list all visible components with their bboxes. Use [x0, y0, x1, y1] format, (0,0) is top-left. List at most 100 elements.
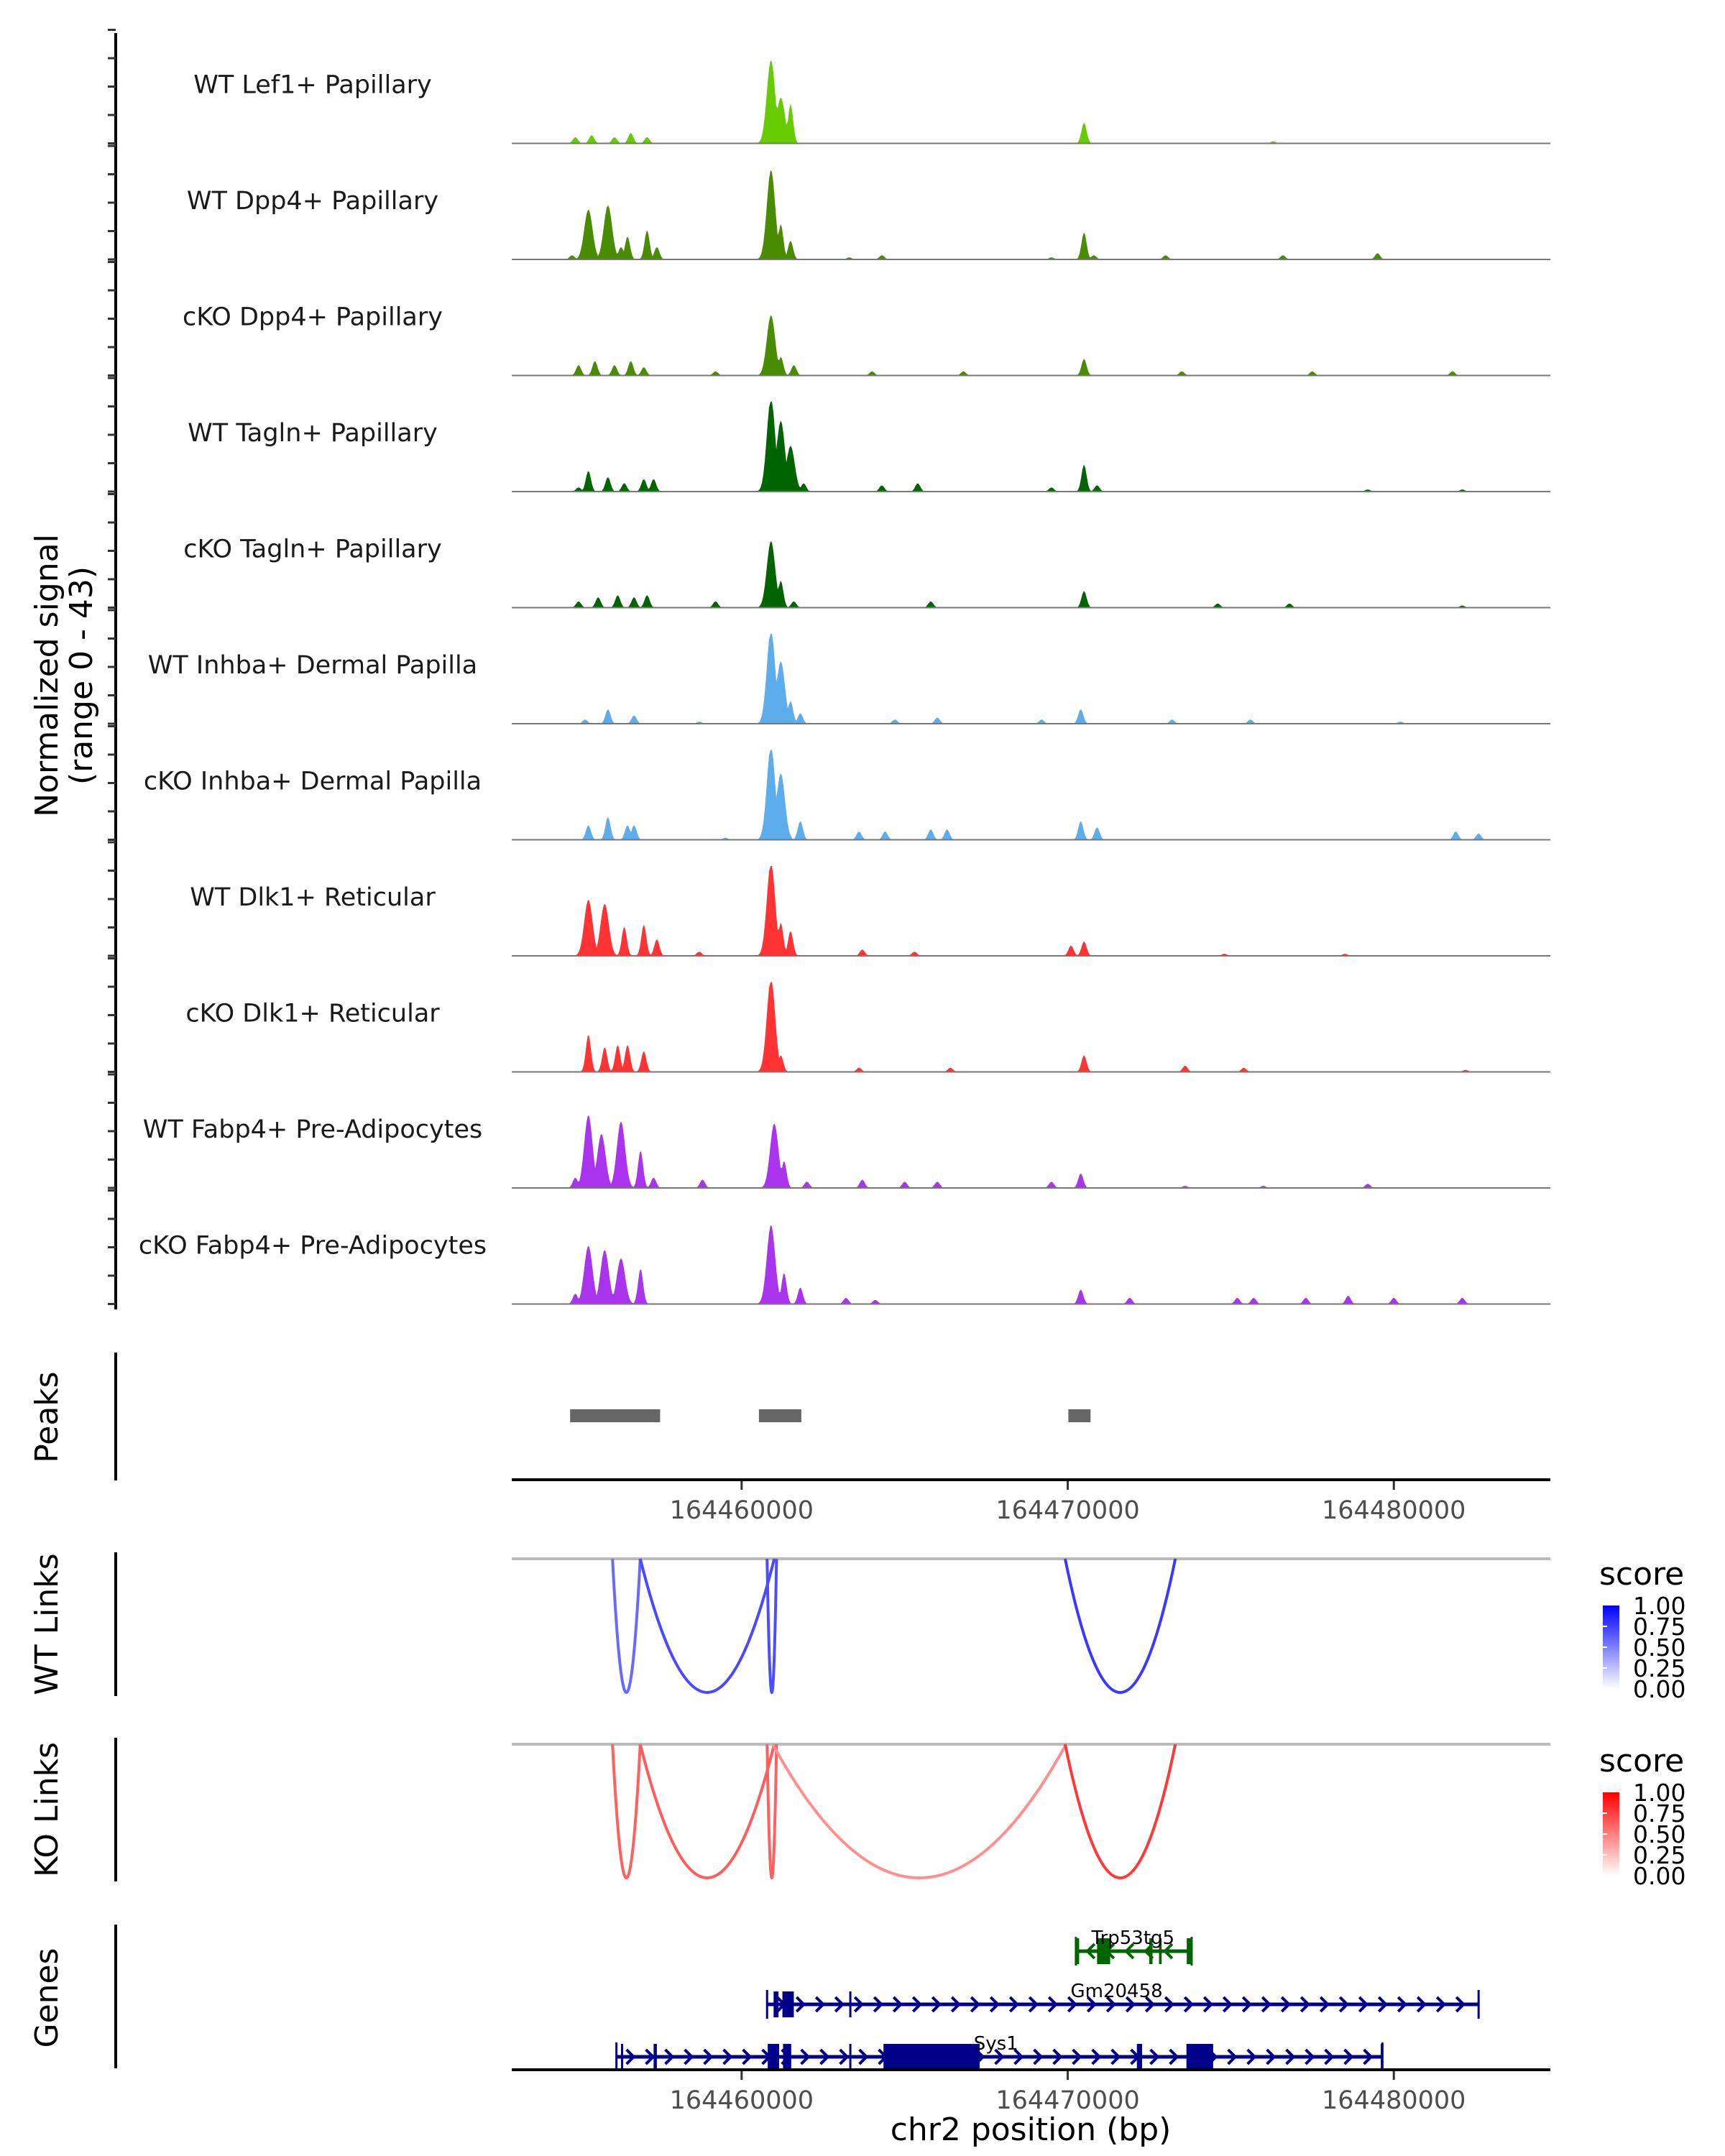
strand-arrow-icon [839, 2048, 850, 2065]
strand-arrow-icon [703, 2048, 714, 2065]
coverage-y-axis-ticks [108, 29, 116, 1305]
coverage-track: cKO Inhba+ Dermal Papilla [144, 750, 1550, 841]
ko-links-legend: score 1.000.750.500.250.00 [1599, 1743, 1685, 1890]
strand-arrow-icon [645, 2048, 656, 2065]
gene-exon [1149, 1938, 1153, 1964]
strand-arrow-icon [1105, 1996, 1117, 2013]
ko-links-track-label: KO Links [29, 1742, 65, 1877]
strand-arrow-icon [1300, 1996, 1311, 2013]
coverage-section: Normalized signal (range 0 - 43) WT Lef1… [29, 29, 1550, 1309]
strand-arrow-icon [625, 2048, 636, 2065]
strand-arrow-icon [1319, 1996, 1330, 2013]
track-label: cKO Fabp4+ Pre-Adipocytes [139, 1232, 487, 1261]
peak-regions [570, 1409, 1091, 1422]
legend-tick-label: 0.75 [1633, 1800, 1685, 1828]
link-arc [765, 1558, 778, 1694]
strand-arrow-icon [1124, 1943, 1135, 1960]
peak-region [1068, 1409, 1091, 1422]
strand-arrow-icon [742, 2048, 753, 2065]
link-arc [638, 1743, 776, 1879]
legend-tick-label: 0.00 [1633, 1862, 1685, 1890]
strand-arrow-icon [800, 2048, 811, 2065]
coverage-area [512, 541, 1550, 608]
legend-tick-label: 0.25 [1633, 1841, 1685, 1869]
strand-arrow-icon [1052, 2048, 1063, 2065]
strand-arrow-icon [853, 1996, 865, 2013]
x-axis-title: chr2 position (bp) [891, 2111, 1172, 2148]
coverage-y-axis-title-line2: (range 0 - 43) [63, 566, 100, 785]
strand-arrow-icon [1305, 2048, 1315, 2065]
ko-links-arcs [611, 1743, 1177, 1879]
link-arc [1063, 1558, 1177, 1694]
link-arc [638, 1558, 776, 1694]
strand-arrow-icon [1033, 2048, 1044, 2065]
x-tick-label: 164480000 [1322, 2086, 1466, 2115]
strand-arrow-icon [664, 2048, 675, 2065]
legend-tick-label: 1.00 [1633, 1592, 1685, 1620]
coverage-area [512, 634, 1550, 724]
x-axis-bottom-ticks: 164460000 164470000 164480000 [670, 2071, 1466, 2115]
strand-arrow-icon [1222, 1996, 1233, 2013]
gene-exon [773, 1991, 779, 2017]
coverage-area [512, 750, 1550, 840]
link-arc [765, 1743, 778, 1879]
gene-exon [1136, 2044, 1142, 2070]
strand-arrow-icon [1183, 1996, 1195, 2013]
gene-exon [768, 2044, 780, 2070]
link-arc [611, 1743, 642, 1879]
strand-arrow-icon [814, 1996, 826, 2013]
wt-links-legend: score 1.000.750.500.250.00 [1599, 1556, 1685, 1703]
strand-arrow-icon [1169, 2048, 1179, 2065]
coverage-area [512, 402, 1550, 492]
gene-exon [782, 1991, 794, 2017]
link-arc [611, 1558, 642, 1694]
coverage-area [512, 315, 1550, 376]
wt-legend-ticks: 1.000.750.500.250.00 [1603, 1592, 1685, 1703]
coverage-area [512, 866, 1550, 956]
coverage-track: WT Dlk1+ Reticular [190, 866, 1550, 957]
strand-arrow-icon [1072, 2048, 1082, 2065]
coverage-area [512, 1115, 1550, 1188]
strand-arrow-icon [1363, 2048, 1374, 2065]
coverage-track: cKO Dpp4+ Papillary [183, 303, 1550, 377]
legend-tick-label: 0.50 [1633, 1634, 1685, 1662]
gene-exon [1187, 1938, 1192, 1964]
coverage-track: WT Inhba+ Dermal Papilla [148, 634, 1550, 724]
strand-arrow-icon [1164, 1996, 1175, 2013]
x-tick-label: 164480000 [1322, 1496, 1466, 1525]
coverage-track: cKO Tagln+ Papillary [183, 535, 1550, 609]
strand-arrow-icon [1241, 1996, 1253, 2013]
peaks-track: Peaks 164460000 164470000 164480000 [29, 1353, 1550, 1525]
strand-arrow-icon [1008, 1996, 1020, 2013]
coverage-track: WT Dpp4+ Papillary [187, 170, 1550, 260]
link-arc [771, 1743, 1068, 1879]
peak-region [570, 1409, 661, 1422]
gene-exon [620, 2044, 623, 2070]
strand-arrow-icon [950, 1996, 962, 2013]
wt-links-arcs [611, 1558, 1177, 1694]
strand-arrow-icon [1343, 2048, 1354, 2065]
strand-arrow-icon [722, 2048, 733, 2065]
coverage-area [512, 170, 1550, 259]
strand-arrow-icon [1163, 1943, 1174, 1960]
gene-exon [1159, 1938, 1162, 1964]
gene-exon [653, 2044, 657, 2070]
peak-region [758, 1409, 801, 1422]
link-arc [1063, 1743, 1177, 1879]
coverage-area [512, 982, 1550, 1072]
strand-arrow-icon [989, 1996, 1000, 2013]
x-tick-label: 164460000 [670, 1496, 814, 1525]
track-label: WT Dpp4+ Papillary [187, 187, 438, 216]
wt-links-track: WT Links score 1.000.750.500.250.00 [29, 1552, 1685, 1703]
genes-track-label: Genes [29, 1948, 65, 2047]
coverage-track: cKO Fabp4+ Pre-Adipocytes [139, 1225, 1550, 1305]
x-tick-label: 164470000 [995, 2086, 1139, 2115]
strand-arrow-icon [1435, 1996, 1447, 2013]
track-label: WT Fabp4+ Pre-Adipocytes [143, 1115, 482, 1144]
gene-model: Gm20458 [765, 1981, 1480, 2019]
x-tick-label: 164470000 [995, 1496, 1139, 1525]
track-label: cKO Inhba+ Dermal Papilla [144, 768, 482, 796]
strand-arrow-icon [1227, 2048, 1238, 2065]
coverage-area [512, 1225, 1550, 1304]
